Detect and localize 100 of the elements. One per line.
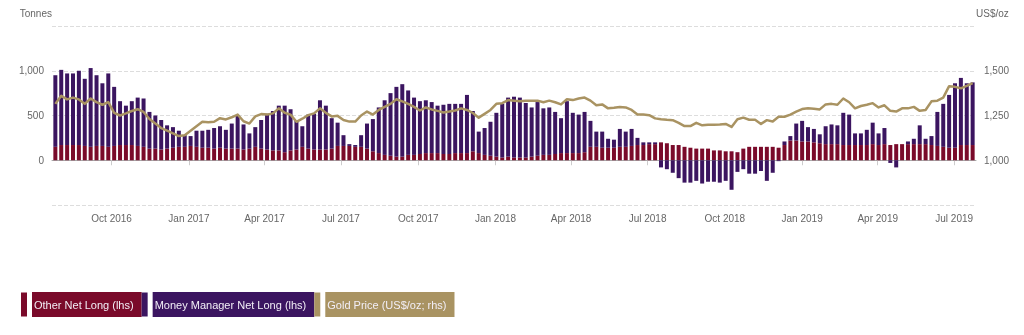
bar bbox=[664, 143, 669, 161]
bar bbox=[76, 145, 81, 161]
bar bbox=[594, 131, 599, 147]
bar bbox=[694, 160, 699, 181]
bar bbox=[641, 145, 646, 161]
bar bbox=[806, 127, 810, 142]
bar bbox=[970, 145, 975, 161]
bar bbox=[200, 130, 205, 148]
bar bbox=[700, 160, 705, 184]
legend-label: Money Manager Net Long (lhs) bbox=[154, 298, 307, 311]
bar bbox=[464, 153, 469, 161]
bar bbox=[659, 160, 663, 168]
bar bbox=[747, 146, 752, 161]
bar bbox=[664, 160, 669, 170]
bar bbox=[329, 148, 334, 161]
bar bbox=[282, 105, 287, 153]
bar bbox=[212, 128, 217, 149]
bar bbox=[858, 145, 863, 161]
bar bbox=[576, 114, 581, 154]
bar bbox=[417, 153, 422, 161]
bar bbox=[905, 141, 910, 145]
legend-label: Gold Price (US$/oz; rhs) bbox=[327, 298, 447, 311]
bar bbox=[964, 83, 969, 146]
bar bbox=[423, 100, 428, 154]
bar bbox=[265, 113, 270, 150]
bar bbox=[159, 119, 164, 150]
bar bbox=[53, 146, 58, 161]
bar bbox=[706, 160, 711, 182]
bar bbox=[811, 128, 816, 143]
bar bbox=[811, 142, 816, 161]
bar bbox=[265, 149, 270, 161]
bar bbox=[747, 160, 752, 174]
bar bbox=[564, 101, 569, 154]
x-tick-label: Oct 2016 bbox=[91, 212, 133, 224]
bar bbox=[206, 129, 211, 148]
bar bbox=[964, 145, 969, 161]
bar bbox=[59, 145, 64, 161]
bar bbox=[947, 147, 952, 161]
bar bbox=[953, 83, 957, 148]
bar bbox=[653, 144, 658, 161]
bar bbox=[670, 160, 675, 173]
bar bbox=[753, 160, 758, 174]
bar bbox=[65, 73, 70, 146]
bar bbox=[905, 144, 910, 161]
bar bbox=[600, 147, 605, 161]
x-tick-label: Jan 2019 bbox=[781, 212, 824, 224]
bar bbox=[270, 111, 275, 151]
bar bbox=[717, 160, 722, 183]
bar bbox=[359, 146, 364, 161]
bar bbox=[623, 131, 628, 147]
bar bbox=[823, 144, 828, 161]
bar bbox=[300, 146, 305, 161]
bar bbox=[106, 73, 111, 147]
bar bbox=[112, 145, 117, 161]
line-series bbox=[54, 81, 974, 138]
bar bbox=[853, 145, 858, 161]
bar bbox=[900, 144, 905, 161]
bar bbox=[270, 150, 275, 161]
y-tick-label: 0 bbox=[38, 154, 45, 166]
bar bbox=[559, 118, 564, 154]
bar bbox=[723, 160, 728, 181]
bar bbox=[71, 73, 75, 146]
bar bbox=[517, 97, 522, 158]
bar bbox=[423, 153, 428, 161]
bar bbox=[412, 154, 417, 161]
bar bbox=[794, 140, 799, 161]
bar bbox=[917, 144, 922, 161]
bar bbox=[529, 107, 534, 157]
bar bbox=[606, 147, 611, 161]
bar bbox=[453, 153, 458, 161]
bar bbox=[182, 146, 187, 161]
bar bbox=[453, 103, 458, 154]
bar bbox=[694, 148, 699, 161]
bar bbox=[235, 115, 240, 149]
bar bbox=[306, 148, 311, 161]
bar bbox=[894, 160, 899, 168]
bar bbox=[459, 103, 464, 154]
bar bbox=[306, 114, 311, 149]
bar bbox=[323, 149, 328, 161]
bar bbox=[212, 148, 217, 161]
bar bbox=[611, 139, 616, 148]
bar bbox=[794, 123, 799, 141]
bar bbox=[259, 148, 264, 161]
bar bbox=[958, 77, 963, 146]
bar bbox=[470, 111, 475, 152]
bar bbox=[823, 126, 828, 145]
bar bbox=[764, 146, 769, 161]
bar bbox=[329, 118, 334, 149]
bar bbox=[711, 160, 716, 182]
bar bbox=[941, 146, 946, 161]
bar bbox=[741, 160, 746, 170]
bar bbox=[218, 126, 222, 148]
bar bbox=[223, 129, 228, 149]
bar bbox=[406, 154, 411, 161]
bar bbox=[706, 148, 711, 161]
y2-axis-title: US$/oz bbox=[976, 7, 1009, 19]
bar bbox=[376, 153, 381, 161]
bar bbox=[476, 131, 481, 154]
bar bbox=[170, 147, 175, 161]
bar bbox=[758, 160, 763, 171]
